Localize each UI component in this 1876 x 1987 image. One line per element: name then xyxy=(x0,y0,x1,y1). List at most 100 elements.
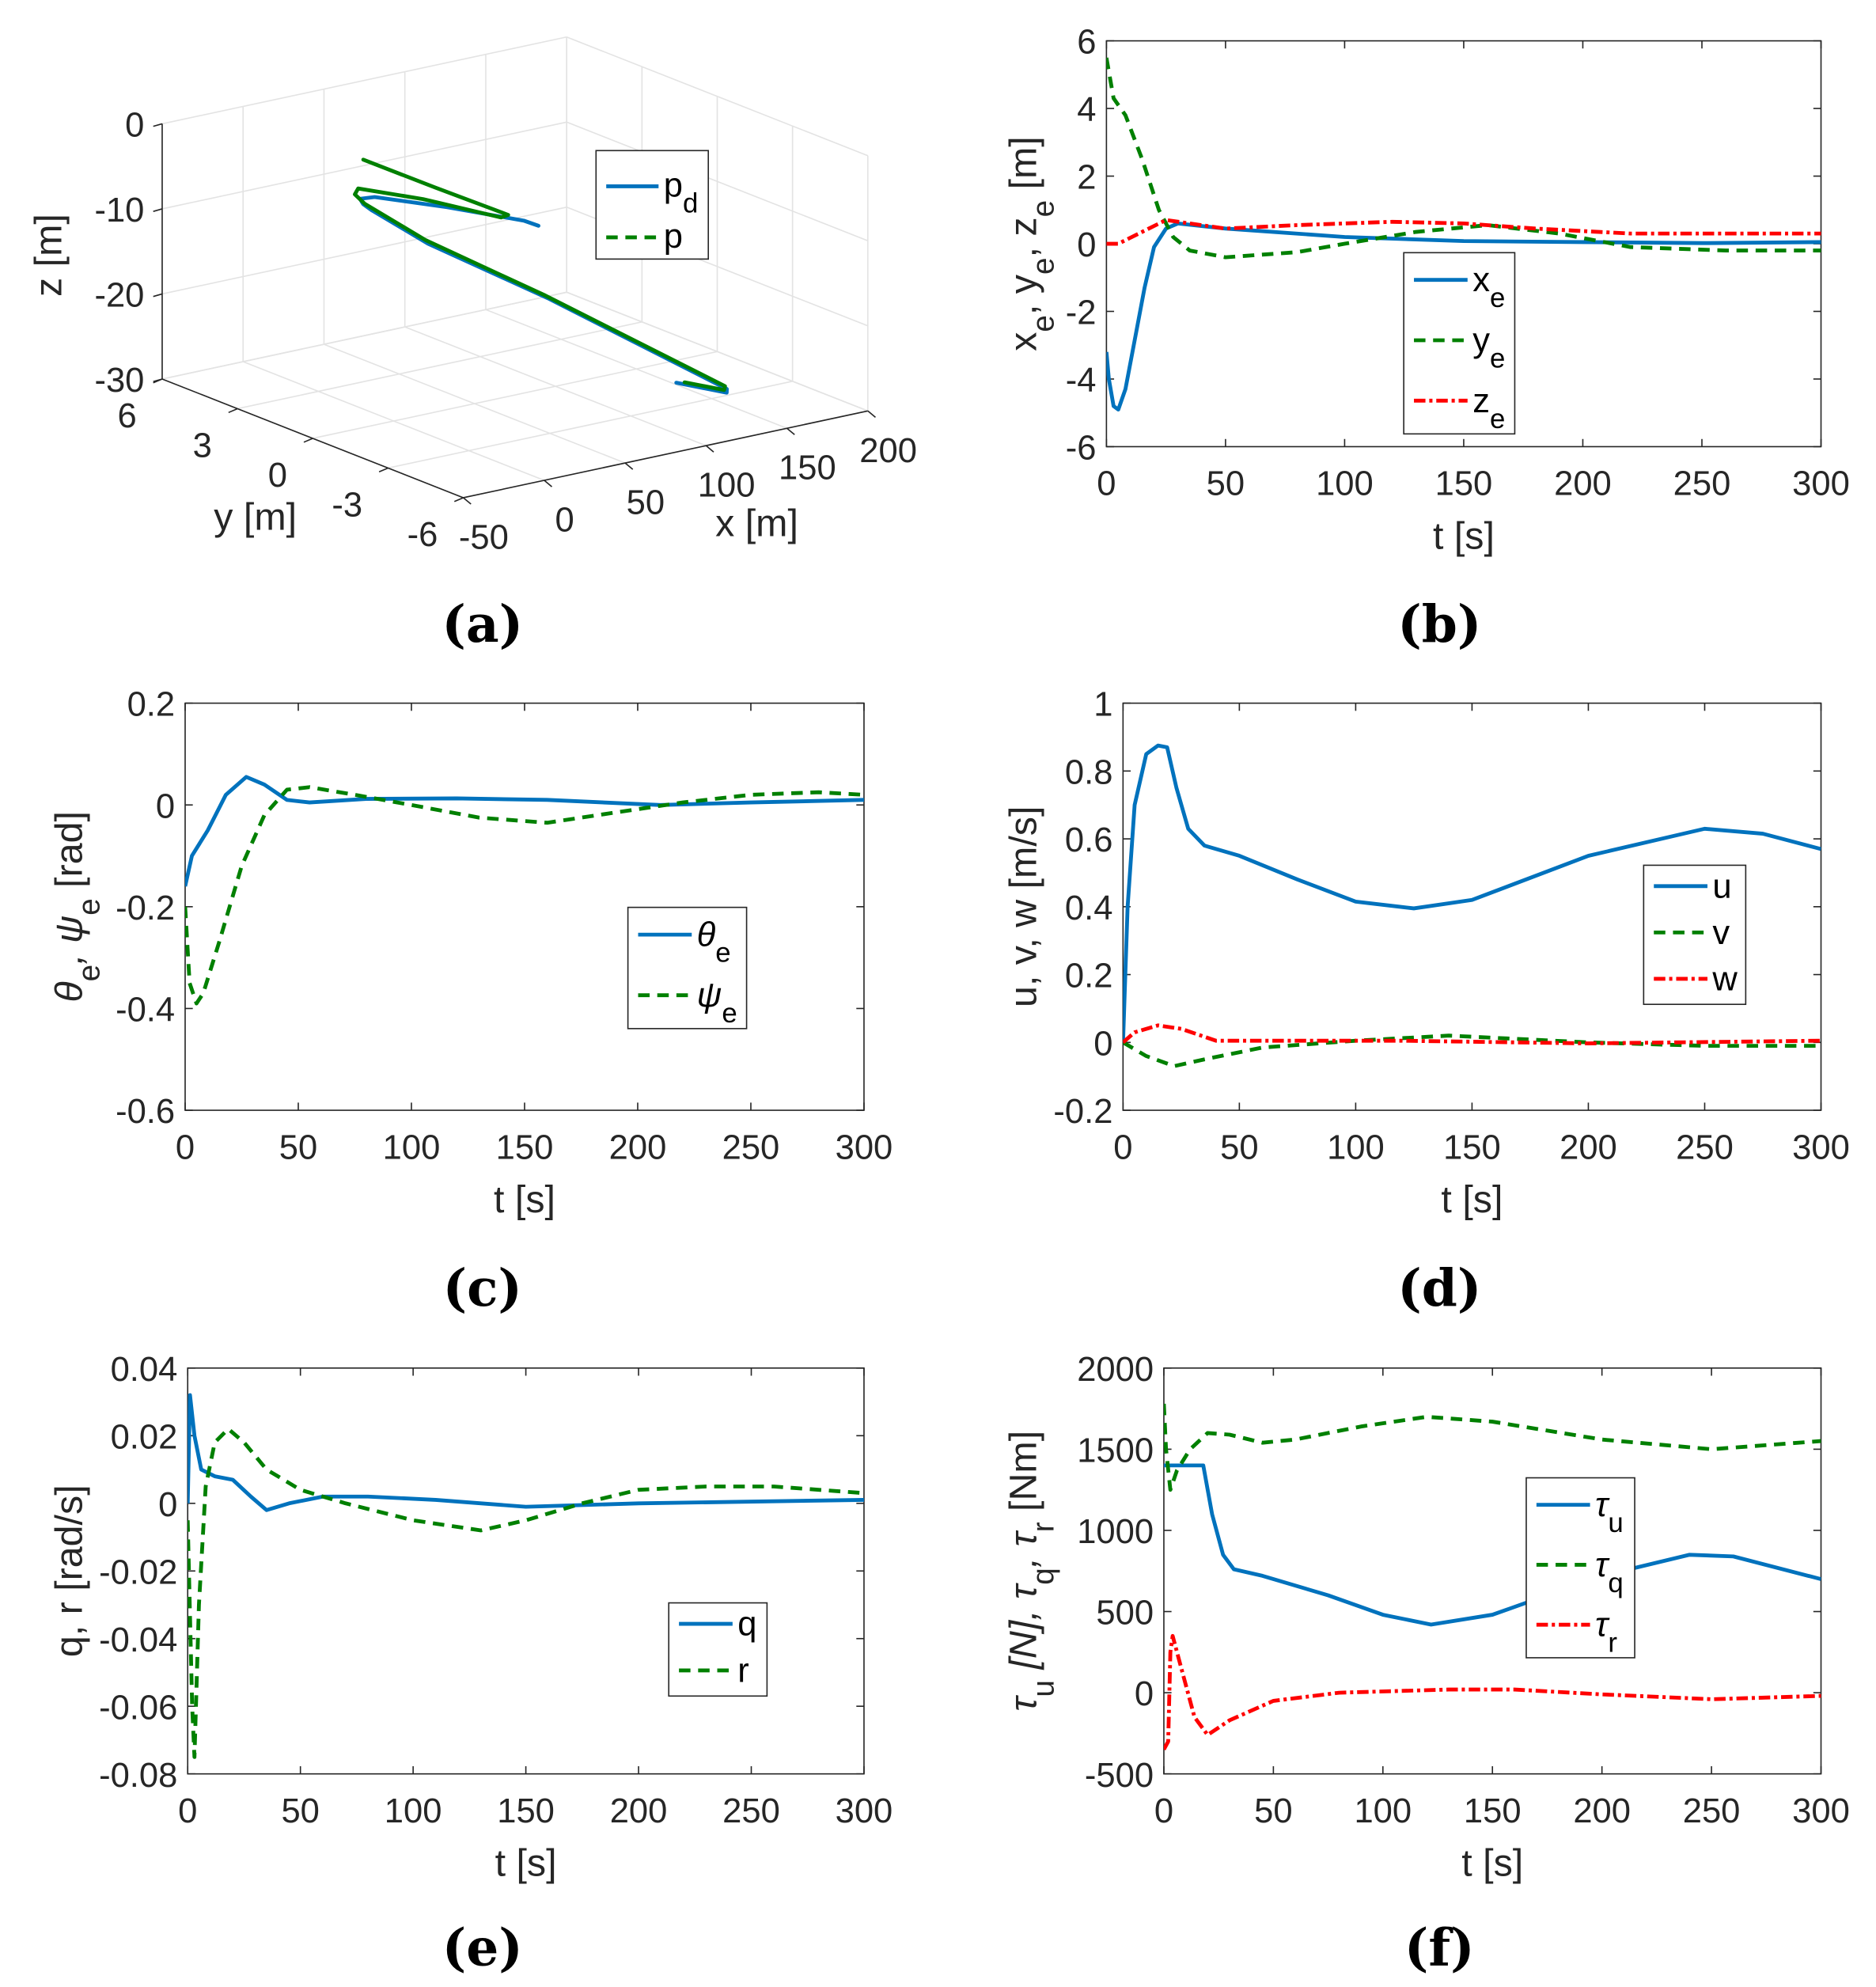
y-tick-label: 0.2 xyxy=(1065,957,1113,995)
legend-entry-label: θe xyxy=(697,916,731,969)
series-line-q-0 xyxy=(188,1393,864,1512)
series-line-q-1 xyxy=(1163,1403,1821,1492)
x-tick-label: 150 xyxy=(1464,1792,1522,1830)
y-tick-label: -2 xyxy=(1066,294,1097,332)
x-tick-label: 50 xyxy=(279,1128,317,1166)
grid-line xyxy=(566,291,869,412)
x-axis-label: t [s] xyxy=(1433,514,1495,557)
y-tick-label: 4 xyxy=(1077,91,1096,129)
z-tick xyxy=(153,123,163,127)
x-tick-label: -50 xyxy=(459,518,509,556)
x-axis-label: x [m] xyxy=(715,502,798,544)
legend-entry-label: ye xyxy=(1472,322,1505,374)
y-tick-label: 6 xyxy=(1077,24,1096,62)
y-axis-label: q, r [rad/s] xyxy=(47,1485,90,1657)
y-tick xyxy=(453,497,464,502)
z-tick-label: -30 xyxy=(94,362,144,400)
x-tick xyxy=(786,427,795,435)
y-tick xyxy=(228,408,238,414)
y-tick-label: -0.2 xyxy=(116,889,175,927)
panel-d-velocities: 0 50 100 150 200 250 300-0.200.20.40.60.81t [s… xyxy=(1002,686,1850,1221)
legend-box xyxy=(1643,864,1747,1006)
x-tick-label: 100 xyxy=(383,1128,441,1166)
x-tick-label: 150 xyxy=(1435,465,1493,503)
x-tick-label: 0 xyxy=(1154,1792,1173,1830)
series-line-e-0 xyxy=(184,775,864,887)
y-axis-label: u, v, w [m/s] xyxy=(1002,806,1045,1007)
z-tick xyxy=(153,293,163,298)
grid-line xyxy=(566,121,869,242)
x-tick-label: 200 xyxy=(1560,1128,1617,1166)
legend-entry-label: ze xyxy=(1472,382,1505,434)
plot-area xyxy=(187,1367,865,1775)
legend-box xyxy=(627,906,748,1030)
y-tick-label: 0.8 xyxy=(1065,753,1113,791)
x-tick-label: 300 xyxy=(1792,1792,1850,1830)
z-tick xyxy=(153,208,163,212)
x-tick-label: 200 xyxy=(610,1792,668,1830)
x-tick-label: 0 xyxy=(176,1128,195,1166)
x-tick-label: 100 xyxy=(698,467,756,505)
y-tick-label: -0.06 xyxy=(99,1689,177,1727)
y-tick-label: 1500 xyxy=(1077,1432,1154,1470)
x-tick-label: 300 xyxy=(1792,465,1850,503)
x-tick-label: 50 xyxy=(1207,465,1245,503)
x-tick-label: 100 xyxy=(1316,465,1374,503)
z-tick-label: 0 xyxy=(125,107,144,145)
panel-f-control-inputs: 0 50 100 150 200 250 300-5000500100015002000t … xyxy=(1002,1351,1850,1885)
grid-line xyxy=(388,381,793,469)
z-tick-label: -10 xyxy=(94,191,144,229)
y-tick-label: 6 xyxy=(117,397,136,435)
x-tick-label: 250 xyxy=(1683,1792,1741,1830)
x-tick-label: 50 xyxy=(1254,1792,1292,1830)
panel-label-f: (f) xyxy=(1404,1918,1475,1978)
y-tick-label: 1000 xyxy=(1077,1513,1154,1551)
y-tick-label: -500 xyxy=(1085,1757,1154,1795)
x-tick-label: 150 xyxy=(496,1128,554,1166)
y-axis-label: τu [N], τq, τr [Nm] xyxy=(1002,1431,1061,1712)
x-tick-label: 50 xyxy=(281,1792,319,1830)
x-axis-label: t [s] xyxy=(1441,1178,1503,1221)
series-line-u-0 xyxy=(1163,1463,1821,1627)
legend-entry-label: p xyxy=(664,218,683,256)
y-tick-label: 2000 xyxy=(1077,1351,1154,1389)
series-line-u-0 xyxy=(1123,743,1821,1043)
grid-line xyxy=(161,36,567,125)
y-tick-label: 0 xyxy=(1077,226,1096,264)
series-line-ye-1 xyxy=(1106,57,1821,260)
plot-area xyxy=(1163,1367,1822,1775)
x-tick-label: 200 xyxy=(609,1128,667,1166)
y-tick xyxy=(378,467,388,473)
y-tick-label: 2 xyxy=(1077,159,1096,197)
x-tick-label: 0 xyxy=(1097,465,1116,503)
x-tick-label: 200 xyxy=(859,432,917,470)
grid-line xyxy=(237,321,642,410)
x-tick-label: 0 xyxy=(555,502,574,540)
y-tick-label: -0.04 xyxy=(99,1621,177,1659)
y-tick-label: -6 xyxy=(1066,430,1097,468)
grid-line xyxy=(161,291,567,380)
legend-entry-label: τr xyxy=(1595,1606,1617,1658)
grid-line xyxy=(313,351,718,439)
x-tick-label: 100 xyxy=(385,1792,442,1830)
series-line-v-1 xyxy=(1123,1033,1821,1068)
x-tick-label: 300 xyxy=(836,1792,893,1830)
y-tick-label: -0.6 xyxy=(116,1093,175,1131)
y-tick-label: 1 xyxy=(1093,686,1112,724)
panel-a-3d-trajectory: 0 -10 -20 -306 3 0 -3 -6 -50 0 50 100 150 200 z [m] y [… xyxy=(28,36,917,556)
y-tick-label: 0.4 xyxy=(1065,889,1113,927)
grid-line xyxy=(161,207,567,295)
x-tick-label: 250 xyxy=(722,1792,780,1830)
legend-box xyxy=(1403,252,1516,435)
x-tick-label: 250 xyxy=(1676,1128,1734,1166)
x-tick-label: 150 xyxy=(1443,1128,1501,1166)
panel-label-a: (a) xyxy=(442,594,523,654)
x-tick xyxy=(705,445,714,453)
grid-line xyxy=(161,121,567,210)
x-tick-label: 0 xyxy=(1113,1128,1132,1166)
x-tick-label: 150 xyxy=(779,449,836,487)
panel-e-angular-rates: 0 50 100 150 200 250 300 -0.08 -0.06 -0.04 -0.02 0 0… xyxy=(47,1351,893,1885)
x-tick-label: 200 xyxy=(1554,465,1612,503)
y-tick-label: 0.2 xyxy=(127,686,176,724)
